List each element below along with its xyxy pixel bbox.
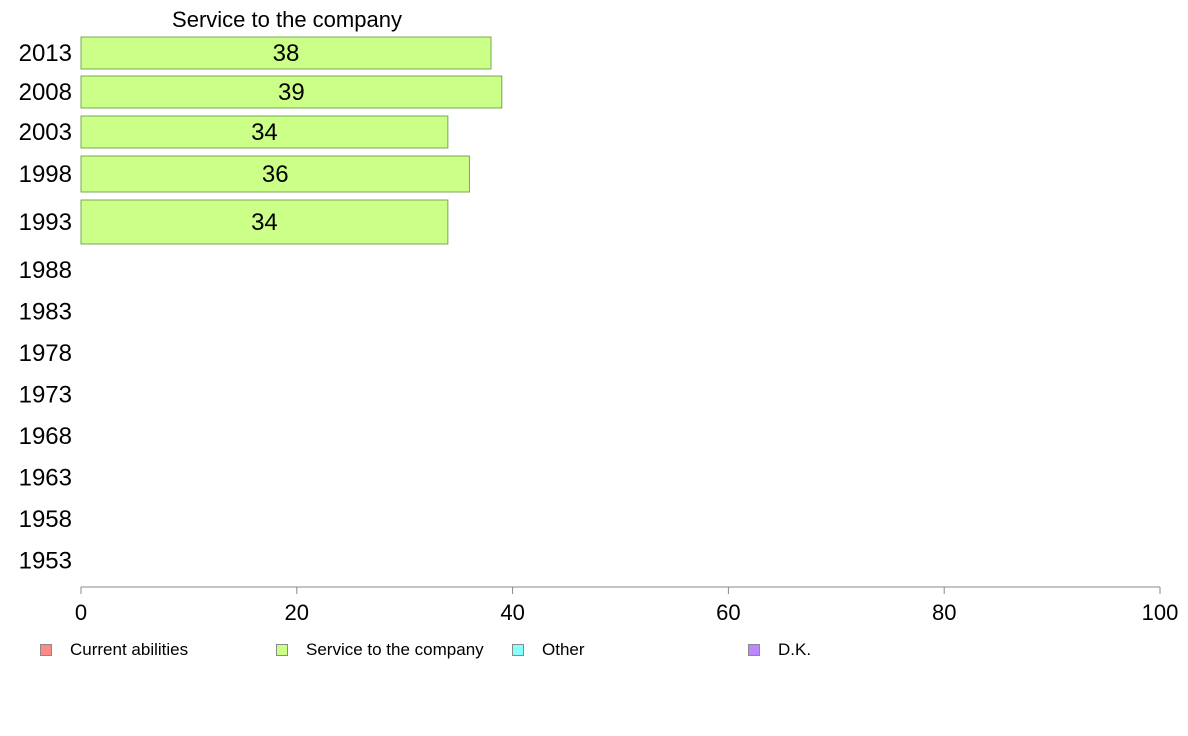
data-label-2003: 34 [251,119,278,146]
x-axis: 0 20 40 60 80 100 [75,586,1179,625]
category-label-2013: 2013 [19,40,72,67]
legend-label: Other [542,640,585,659]
category-label-1953: 1953 [19,548,72,575]
legend-item-dk: D.K. [748,640,811,660]
legend-item-current-abilities: Current abilities [40,640,188,660]
bar-1993 [80,199,449,245]
legend-label: D.K. [778,640,812,659]
x-tick-label-20: 20 [285,600,309,625]
legend: Current abilities Service to the company… [0,640,1188,664]
category-label-1983: 1983 [19,299,72,326]
category-label-1978: 1978 [19,340,72,367]
category-label-1968: 1968 [19,423,72,450]
x-tick-label-100: 100 [1142,600,1179,625]
x-tick-label-0: 0 [75,600,87,625]
legend-item-service-to-the-company: Service to the company [276,640,484,660]
legend-label: Service to the company [306,640,484,659]
data-label-2013: 38 [273,40,300,67]
x-tick-label-60: 60 [716,600,740,625]
legend-item-other: Other [512,640,585,660]
legend-swatch [40,644,52,656]
bar-1998 [80,155,470,193]
legend-swatch [276,644,288,656]
data-label-1993: 34 [251,209,278,236]
category-label-1963: 1963 [19,465,72,492]
bars [80,36,503,245]
category-label-1993: 1993 [19,209,72,236]
bar-2003 [80,115,449,149]
bar-2013 [80,36,492,70]
legend-swatch [512,644,524,656]
category-labels: 2013 2008 2003 1998 1993 1988 1983 1978 1973 1968… [19,40,72,575]
x-tick-label-40: 40 [500,600,524,625]
bar-2008 [80,75,503,109]
data-label-2008: 39 [278,79,305,106]
legend-label: Current abilities [70,640,189,659]
category-label-2008: 2008 [19,79,72,106]
legend-swatch [748,644,760,656]
category-label-1973: 1973 [19,382,72,409]
category-label-1988: 1988 [19,257,72,284]
data-label-1998: 36 [262,161,289,188]
x-tick-label-80: 80 [932,600,956,625]
category-label-2003: 2003 [19,119,72,146]
category-label-1998: 1998 [19,161,72,188]
chart-title: Service to the company [172,7,402,32]
category-label-1958: 1958 [19,506,72,533]
